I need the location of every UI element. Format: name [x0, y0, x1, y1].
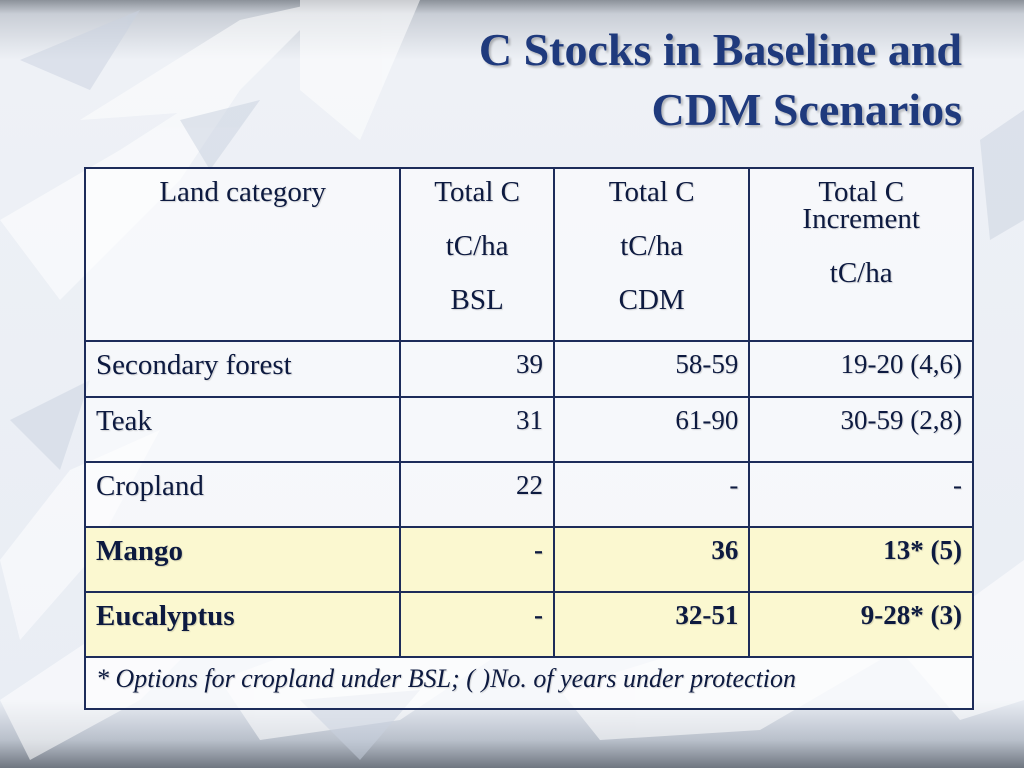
table-row-highlighted: Mango - 36 13* (5) — [83, 526, 974, 593]
row-bsl-value: - — [399, 591, 555, 658]
header-text: Total C — [818, 176, 905, 208]
row-increment-value: 30-59 (2,8) — [748, 396, 974, 463]
header-land-category: Land category — [83, 167, 402, 342]
header-text: tC/ha — [445, 230, 509, 262]
row-increment-value: 9-28* (3) — [748, 591, 974, 658]
header-text: tC/ha — [620, 230, 684, 262]
row-cdm-value: - — [552, 461, 751, 528]
slide-title: C Stocks in Baseline and CDM Scenarios — [262, 20, 962, 140]
row-cdm-value: 61-90 — [552, 396, 751, 463]
row-cdm-value: 36 — [552, 526, 751, 593]
header-total-c-bsl: Total C tC/ha BSL — [399, 167, 555, 342]
row-bsl-value: 22 — [399, 461, 555, 528]
carbon-stocks-table: Land category Total C tC/ha BSL Total C … — [83, 167, 974, 710]
title-line-2: CDM Scenarios — [651, 84, 962, 135]
table-row: Teak 31 61-90 30-59 (2,8) — [83, 396, 974, 463]
row-bsl-value: - — [399, 526, 555, 593]
header-text: Increment — [802, 203, 920, 235]
header-total-c-cdm: Total C tC/ha CDM — [552, 167, 751, 342]
row-cdm-value: 58-59 — [552, 340, 751, 398]
row-category: Cropland — [83, 461, 402, 528]
table-row: Cropland 22 - - — [83, 461, 974, 528]
row-increment-value: - — [748, 461, 974, 528]
table-header-row: Land category Total C tC/ha BSL Total C … — [83, 167, 974, 342]
row-increment-value: 19-20 (4,6) — [748, 340, 974, 398]
row-increment-value: 13* (5) — [748, 526, 974, 593]
table-footnote: * Options for cropland under BSL; ( )No.… — [84, 656, 974, 710]
table-footnote-row: * Options for cropland under BSL; ( )No.… — [84, 656, 974, 710]
row-category: Mango — [83, 526, 402, 593]
header-text: Land category — [159, 176, 326, 208]
row-category: Secondary forest — [83, 340, 402, 398]
row-category: Eucalyptus — [83, 591, 402, 658]
table-row: Secondary forest 39 58-59 19-20 (4,6) — [83, 340, 974, 398]
header-text: CDM — [618, 284, 685, 316]
header-text: BSL — [450, 284, 504, 316]
header-text: Total C — [608, 176, 695, 208]
row-bsl-value: 39 — [399, 340, 555, 398]
title-line-1: C Stocks in Baseline and — [478, 24, 962, 75]
row-category: Teak — [83, 396, 402, 463]
row-cdm-value: 32-51 — [552, 591, 751, 658]
header-text: Total C — [434, 176, 521, 208]
header-total-c-increment: Total C Increment tC/ha — [748, 167, 974, 342]
header-text: tC/ha — [829, 257, 893, 289]
row-bsl-value: 31 — [399, 396, 555, 463]
table-row-highlighted: Eucalyptus - 32-51 9-28* (3) — [83, 591, 974, 658]
